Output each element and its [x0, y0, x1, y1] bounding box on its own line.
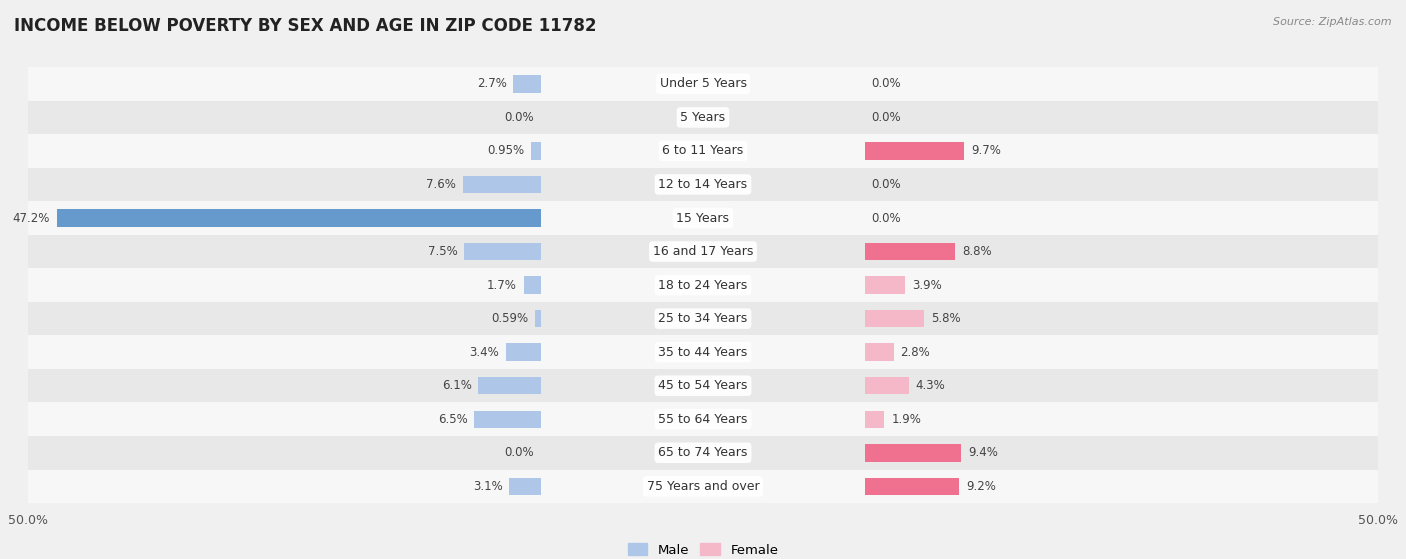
Bar [865, 276, 905, 294]
Bar [865, 310, 925, 328]
Bar [28, 134, 1378, 168]
Bar [513, 75, 541, 93]
Text: 6.5%: 6.5% [437, 413, 468, 426]
Text: 16 and 17 Years: 16 and 17 Years [652, 245, 754, 258]
Text: 25 to 34 Years: 25 to 34 Years [658, 312, 748, 325]
Bar [28, 168, 1378, 201]
Text: 6 to 11 Years: 6 to 11 Years [662, 144, 744, 158]
Bar [865, 377, 910, 395]
Text: 1.9%: 1.9% [891, 413, 921, 426]
Text: 47.2%: 47.2% [13, 211, 51, 225]
Bar [28, 235, 1378, 268]
Bar [509, 477, 541, 495]
Bar [28, 369, 1378, 402]
Text: 5 Years: 5 Years [681, 111, 725, 124]
Text: INCOME BELOW POVERTY BY SEX AND AGE IN ZIP CODE 11782: INCOME BELOW POVERTY BY SEX AND AGE IN Z… [14, 17, 596, 35]
Text: 65 to 74 Years: 65 to 74 Years [658, 446, 748, 459]
Bar [464, 243, 541, 260]
Text: 3.9%: 3.9% [911, 278, 942, 292]
Text: 2.8%: 2.8% [900, 345, 931, 359]
Bar [865, 243, 955, 260]
Bar [531, 142, 541, 160]
Bar [28, 335, 1378, 369]
Bar [506, 343, 541, 361]
Bar [523, 276, 541, 294]
Bar [56, 209, 541, 227]
Text: 18 to 24 Years: 18 to 24 Years [658, 278, 748, 292]
Text: 0.0%: 0.0% [872, 77, 901, 91]
Text: 7.5%: 7.5% [427, 245, 457, 258]
Text: 35 to 44 Years: 35 to 44 Years [658, 345, 748, 359]
Text: 0.95%: 0.95% [488, 144, 524, 158]
Text: 75 Years and over: 75 Years and over [647, 480, 759, 493]
Text: 0.0%: 0.0% [872, 111, 901, 124]
Text: Under 5 Years: Under 5 Years [659, 77, 747, 91]
Text: 0.0%: 0.0% [505, 446, 534, 459]
Legend: Male, Female: Male, Female [623, 538, 783, 559]
Bar [478, 377, 541, 395]
Bar [28, 201, 1378, 235]
Text: 7.6%: 7.6% [426, 178, 457, 191]
Text: Source: ZipAtlas.com: Source: ZipAtlas.com [1274, 17, 1392, 27]
Bar [28, 402, 1378, 436]
Bar [865, 444, 962, 462]
Text: 45 to 54 Years: 45 to 54 Years [658, 379, 748, 392]
Bar [28, 470, 1378, 503]
Text: 3.1%: 3.1% [472, 480, 502, 493]
Bar [28, 302, 1378, 335]
Bar [865, 410, 884, 428]
Text: 15 Years: 15 Years [676, 211, 730, 225]
Bar [28, 268, 1378, 302]
Text: 9.2%: 9.2% [966, 480, 995, 493]
Text: 8.8%: 8.8% [962, 245, 991, 258]
Text: 0.59%: 0.59% [491, 312, 529, 325]
Text: 1.7%: 1.7% [486, 278, 517, 292]
Bar [534, 310, 541, 328]
Text: 55 to 64 Years: 55 to 64 Years [658, 413, 748, 426]
Bar [474, 410, 541, 428]
Text: 2.7%: 2.7% [477, 77, 506, 91]
Bar [28, 67, 1378, 101]
Text: 4.3%: 4.3% [915, 379, 946, 392]
Bar [865, 343, 894, 361]
Text: 9.4%: 9.4% [969, 446, 998, 459]
Bar [28, 101, 1378, 134]
Text: 6.1%: 6.1% [441, 379, 471, 392]
Bar [28, 436, 1378, 470]
Text: 9.7%: 9.7% [972, 144, 1001, 158]
Text: 0.0%: 0.0% [872, 178, 901, 191]
Text: 12 to 14 Years: 12 to 14 Years [658, 178, 748, 191]
Text: 3.4%: 3.4% [470, 345, 499, 359]
Bar [865, 477, 959, 495]
Text: 0.0%: 0.0% [872, 211, 901, 225]
Text: 5.8%: 5.8% [931, 312, 960, 325]
Bar [865, 142, 965, 160]
Bar [463, 176, 541, 193]
Text: 0.0%: 0.0% [505, 111, 534, 124]
